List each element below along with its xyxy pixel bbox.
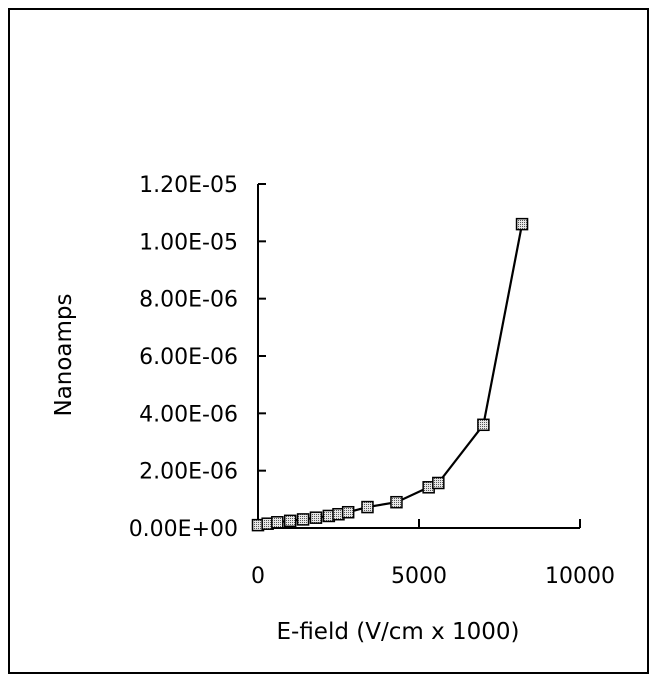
data-point: [271, 516, 284, 529]
y-tick-label: 8.00E-06: [139, 288, 238, 313]
data-point: [515, 217, 529, 231]
data-point: [390, 495, 403, 509]
data-point: [361, 500, 374, 514]
y-tick-label: 6.00E-06: [139, 345, 238, 370]
x-tick-label: 5000: [391, 564, 447, 589]
y-tick-label: 1.20E-05: [139, 173, 238, 198]
data-point: [309, 511, 323, 524]
series-line: [257, 223, 524, 527]
x-axis-label: E-field (V/cm x 1000): [276, 619, 519, 645]
chart-frame: [8, 8, 649, 674]
y-tick-label: 0.00E+00: [129, 517, 238, 542]
y-axis-ticks: 0.00E+00 2.00E-06 4.00E-06 6.00E-06 8.00E-06…: [129, 173, 266, 542]
y-tick-label: 2.00E-06: [139, 460, 238, 485]
x-tick-label: 10000: [545, 564, 615, 589]
x-tick-label: 0: [251, 564, 265, 589]
axes: [257, 184, 580, 529]
series-group: [251, 217, 529, 532]
data-point: [283, 514, 297, 528]
y-axis-label: Nanoamps: [51, 293, 77, 416]
data-point: [296, 513, 310, 526]
y-tick-label: 4.00E-06: [139, 402, 238, 427]
y-tick-label: 1.00E-05: [139, 230, 238, 255]
x-axis-ticks: 0 5000 10000: [251, 519, 615, 589]
data-point: [477, 418, 490, 432]
data-point: [341, 505, 355, 519]
data-point: [432, 476, 445, 490]
